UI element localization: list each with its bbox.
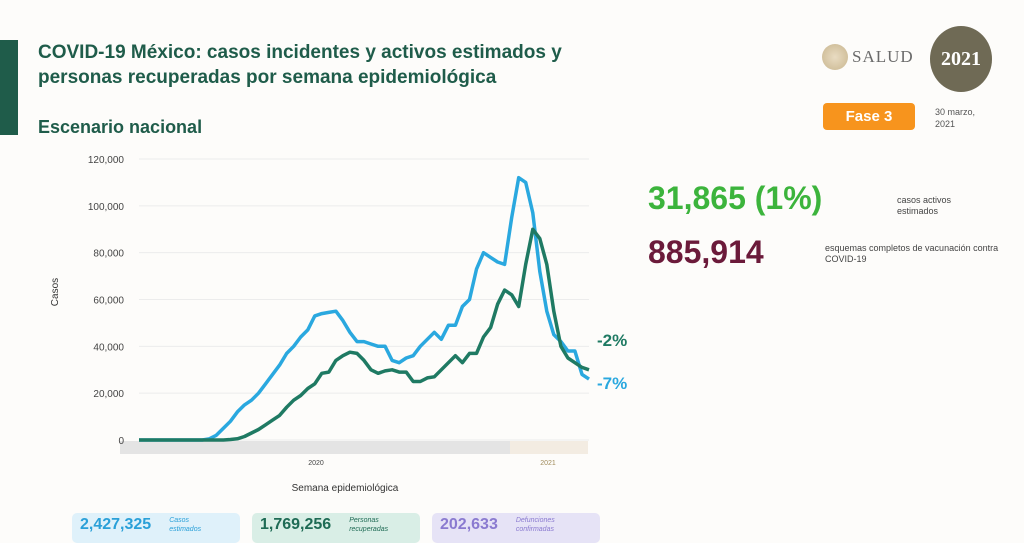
vaccination-label: esquemas completos de vacunación contra … xyxy=(825,243,999,264)
active-cases-value: 31,865 (1%) xyxy=(648,180,823,216)
card-value: 202,633 xyxy=(440,516,498,533)
card-label: Casos estimados xyxy=(169,517,202,533)
y-tick-label: 100,000 xyxy=(88,202,125,213)
y-tick-label: 80,000 xyxy=(93,249,124,260)
seal-icon xyxy=(822,44,848,70)
axis-band-2020 xyxy=(120,441,510,454)
accent-bar xyxy=(0,40,18,135)
active-cases-label: casos activos estimados xyxy=(897,195,952,216)
y-tick-label: 40,000 xyxy=(93,342,124,353)
end-label-cases: -7% xyxy=(597,374,627,393)
series-line-1 xyxy=(139,227,590,442)
date-label: 30 marzo, 2021 xyxy=(935,107,976,129)
card-value: 1,769,256 xyxy=(260,516,332,533)
page-subtitle: Escenario nacional xyxy=(38,117,203,137)
page-title: COVID-19 México: casos incidentes y acti… xyxy=(38,42,562,88)
y-tick-label: 120,000 xyxy=(88,155,125,166)
card-label: Defunciones confirmadas xyxy=(515,517,555,533)
card-label: Personas recuperadas xyxy=(349,517,389,533)
salud-logo: SALUD xyxy=(822,44,914,70)
y-tick-label: 20,000 xyxy=(93,389,124,400)
year-label-2021: 2021 xyxy=(540,460,556,467)
y-tick-label: 0 xyxy=(118,436,124,447)
x-axis-label: Semana epidemiológica xyxy=(292,483,399,494)
logo-2021-text: 2021 xyxy=(941,47,981,70)
y-tick-label: 60,000 xyxy=(93,296,124,307)
salud-logo-text: SALUD xyxy=(852,47,914,66)
end-label-active: -2% xyxy=(597,331,627,350)
series-line-0 xyxy=(139,175,590,442)
y-axis-label: Casos xyxy=(50,278,61,306)
vaccination-value: 885,914 xyxy=(648,234,764,270)
year-label-2020: 2020 xyxy=(308,460,324,467)
card-value: 2,427,325 xyxy=(80,516,152,533)
axis-band-2021 xyxy=(510,441,588,454)
mexico-2021-logo: 2021 xyxy=(930,26,992,92)
phase-badge: Fase 3 xyxy=(823,103,915,130)
